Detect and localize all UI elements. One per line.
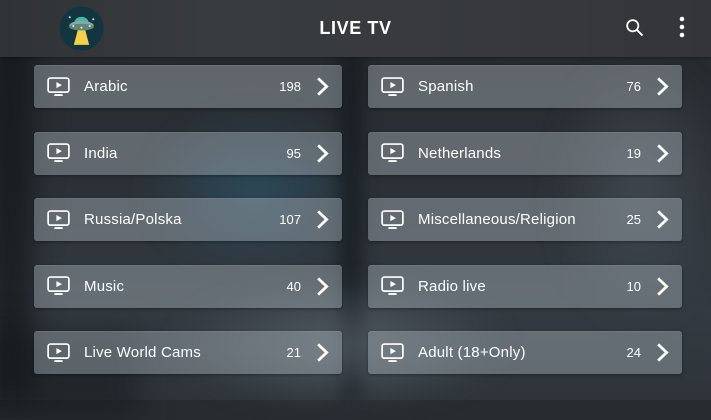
background-shape [170, 280, 510, 410]
category-label: Russia/Polska [84, 211, 182, 228]
ondemand-video-icon [381, 76, 404, 97]
chevron-right-icon [656, 143, 669, 163]
category-count: 19 [626, 145, 641, 161]
overflow-menu-icon [679, 15, 685, 42]
ondemand-video-icon [47, 342, 70, 363]
category-label: Music [84, 277, 125, 295]
chevron-right-icon [316, 210, 329, 229]
category-grid: Arabic 198 India 95 [0, 65, 711, 374]
category-label: Miscellaneous/Religion [418, 211, 576, 228]
category-count: 40 [286, 278, 301, 294]
category-row[interactable]: Radio live 10 [368, 264, 682, 308]
category-label: Live World Cams [84, 344, 201, 361]
category-count: 107 [279, 212, 301, 227]
category-label: India [84, 144, 118, 162]
search-icon [624, 17, 645, 41]
chevron-right-icon [656, 276, 669, 296]
category-row[interactable]: Adult (18+Only) 24 [368, 331, 682, 374]
chevron-right-icon [316, 276, 329, 296]
ondemand-video-icon [381, 342, 404, 363]
chevron-right-icon [316, 343, 329, 362]
chevron-right-icon [656, 210, 669, 229]
ondemand-video-icon [47, 76, 70, 97]
overflow-menu-button[interactable] [663, 9, 701, 49]
category-row[interactable]: Spanish 76 [368, 65, 682, 108]
category-column-right: Spanish 76 Netherlands 19 [368, 65, 682, 374]
category-count: 95 [286, 145, 301, 161]
ufo-logo-icon [59, 6, 104, 51]
ondemand-video-icon [381, 276, 404, 296]
ondemand-video-icon [47, 209, 70, 230]
category-count: 198 [279, 79, 301, 94]
category-row[interactable]: India 95 [34, 131, 342, 175]
ondemand-video-icon [47, 276, 70, 296]
ondemand-video-icon [47, 143, 70, 163]
category-label: Adult (18+Only) [418, 344, 526, 361]
chevron-right-icon [316, 143, 329, 163]
category-label: Netherlands [418, 144, 502, 162]
category-row[interactable]: Netherlands 19 [368, 131, 682, 175]
category-count: 25 [626, 212, 641, 227]
category-label: Spanish [418, 78, 474, 95]
ondemand-video-icon [381, 209, 404, 230]
category-count: 10 [626, 278, 641, 294]
category-column-left: Arabic 198 India 95 [34, 65, 342, 374]
category-count: 24 [626, 345, 641, 360]
chevron-right-icon [656, 343, 669, 362]
page-title: LIVE TV [319, 18, 392, 38]
category-count: 21 [286, 345, 301, 360]
category-count: 76 [626, 79, 641, 94]
search-button[interactable] [615, 9, 653, 49]
chevron-right-icon [656, 77, 669, 96]
category-row[interactable]: Live World Cams 21 [34, 331, 342, 374]
ondemand-video-icon [381, 143, 404, 163]
category-row[interactable]: Music 40 [34, 264, 342, 308]
header-actions [615, 0, 701, 57]
category-label: Radio live [418, 277, 486, 295]
chevron-right-icon [316, 77, 329, 96]
app-header: LIVE TV [0, 0, 711, 57]
background-shape [140, 105, 370, 275]
background-shape [555, 60, 711, 320]
category-row[interactable]: Arabic 198 [34, 65, 342, 108]
category-row[interactable]: Miscellaneous/Religion 25 [368, 198, 682, 241]
category-row[interactable]: Russia/Polska 107 [34, 198, 342, 241]
category-label: Arabic [84, 78, 128, 95]
